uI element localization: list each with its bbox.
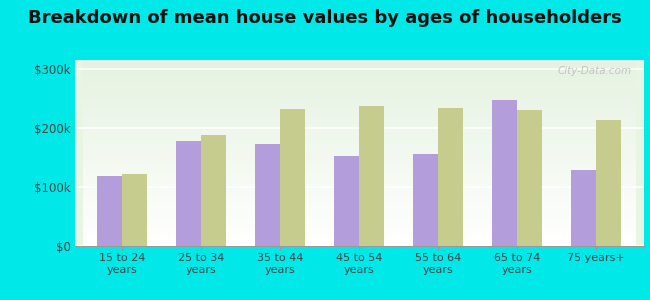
Text: Breakdown of mean house values by ages of householders: Breakdown of mean house values by ages o… xyxy=(28,9,622,27)
Bar xyxy=(122,174,148,246)
Bar xyxy=(97,176,122,246)
Bar xyxy=(334,156,359,246)
Bar xyxy=(596,120,621,246)
Bar xyxy=(176,141,201,246)
Bar xyxy=(255,144,280,246)
Bar xyxy=(492,100,517,246)
Bar xyxy=(413,154,438,246)
Bar xyxy=(517,110,542,246)
Bar xyxy=(571,170,596,246)
Text: City-Data.com: City-Data.com xyxy=(558,66,632,76)
Bar xyxy=(359,106,384,246)
Bar xyxy=(201,135,226,246)
Bar xyxy=(280,109,305,246)
Bar xyxy=(438,108,463,246)
